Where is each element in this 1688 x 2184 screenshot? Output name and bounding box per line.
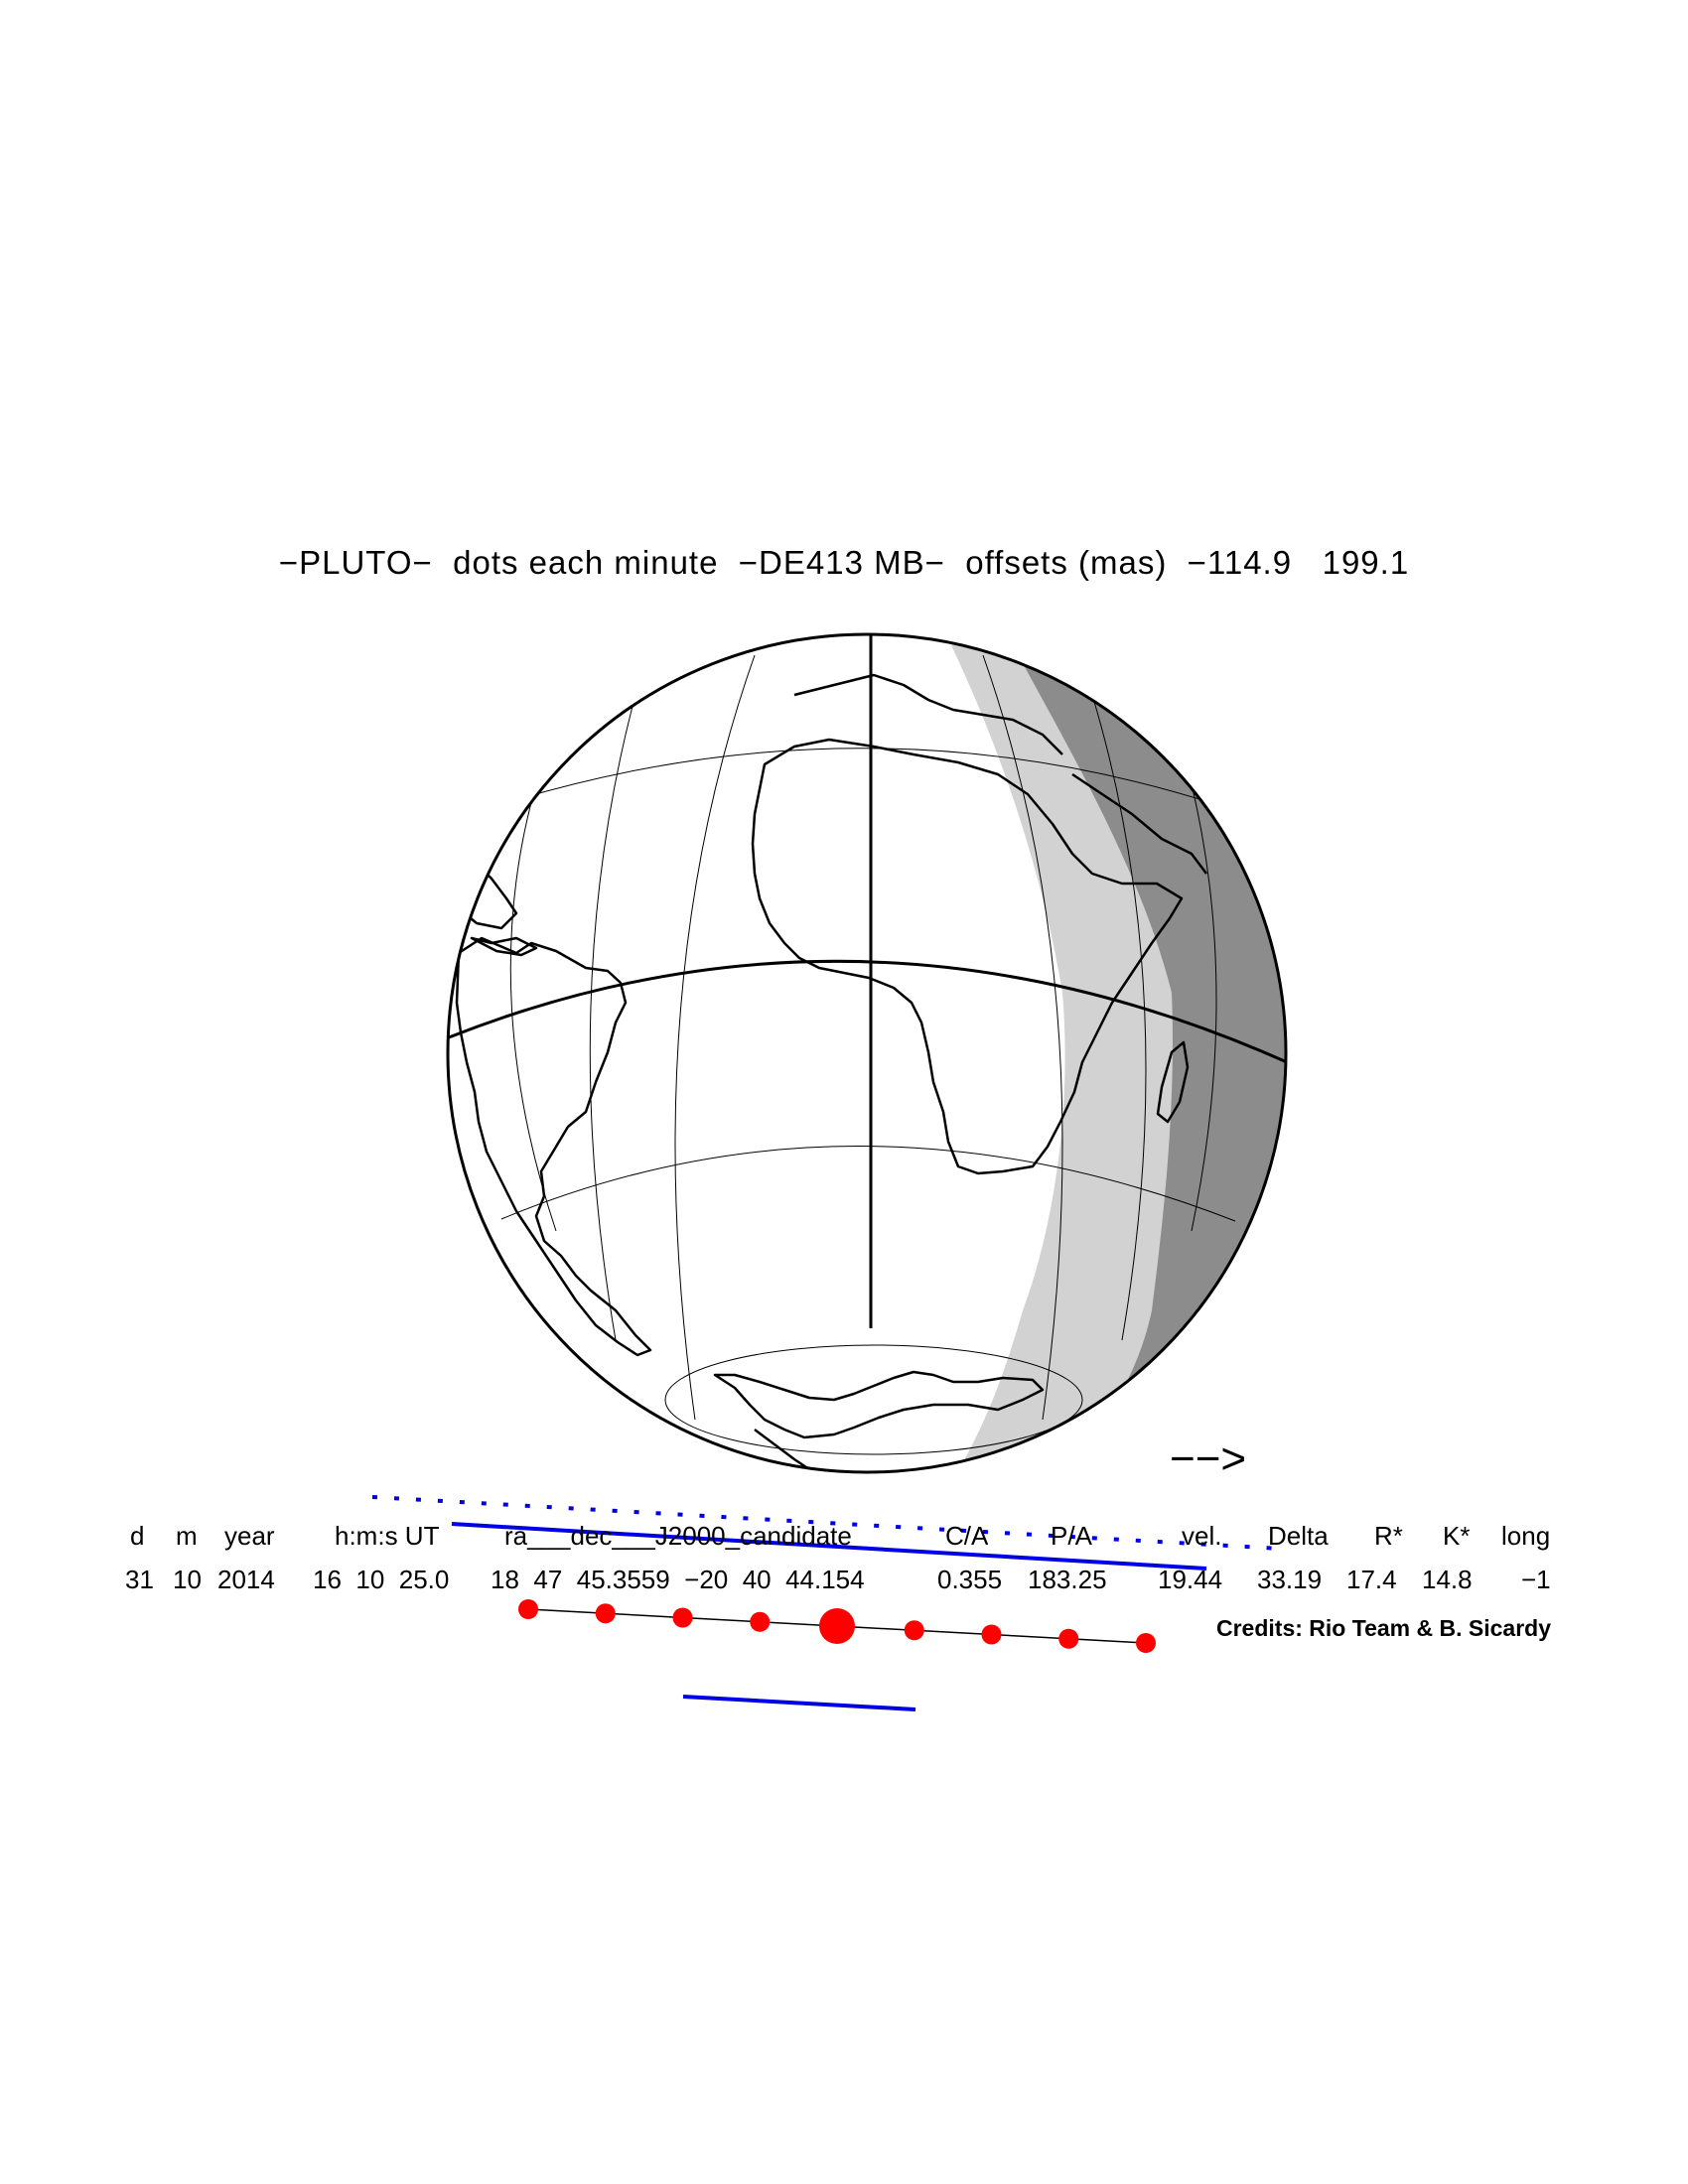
central-instant-dot bbox=[819, 1608, 855, 1644]
value-time: 16 10 25.0 bbox=[313, 1565, 450, 1594]
shadow-path bbox=[371, 1495, 1282, 1711]
direction-arrow: −−> bbox=[1170, 1434, 1246, 1483]
equator-line bbox=[448, 959, 1286, 1064]
header-k-mag: K* bbox=[1443, 1521, 1471, 1551]
header-longitude: long bbox=[1501, 1521, 1551, 1551]
central-line bbox=[451, 1522, 1207, 1570]
value-day: 31 bbox=[125, 1565, 154, 1594]
header-year: year bbox=[224, 1521, 275, 1551]
value-delta: 33.19 bbox=[1257, 1565, 1323, 1594]
header-day: d bbox=[130, 1521, 145, 1551]
value-year: 2014 bbox=[217, 1565, 275, 1594]
minute-dot bbox=[981, 1624, 1002, 1645]
value-position-angle: 183.25 bbox=[1028, 1565, 1107, 1594]
header-delta: Delta bbox=[1268, 1521, 1329, 1551]
value-month: 10 bbox=[173, 1565, 202, 1594]
value-k-mag: 14.8 bbox=[1422, 1565, 1473, 1594]
value-closest-approach: 0.355 bbox=[937, 1565, 1003, 1594]
minute-dot bbox=[750, 1611, 771, 1632]
minute-dot bbox=[518, 1599, 538, 1619]
header-coordinates: ra___dec___J2000_candidate bbox=[504, 1521, 852, 1551]
minute-dot bbox=[1058, 1628, 1079, 1649]
header-time: h:m:s UT bbox=[335, 1521, 440, 1551]
minute-dot bbox=[1136, 1633, 1156, 1653]
value-r-mag: 17.4 bbox=[1346, 1565, 1397, 1594]
credits: Credits: Rio Team & B. Sicardy bbox=[1216, 1615, 1551, 1641]
globe-rim bbox=[446, 632, 1288, 1474]
minute-dot bbox=[595, 1603, 616, 1624]
graticule bbox=[500, 654, 1236, 1455]
value-velocity: 19.44 bbox=[1158, 1565, 1223, 1594]
timing-dots bbox=[518, 1599, 1156, 1653]
value-longitude: −1 bbox=[1521, 1565, 1551, 1594]
antarctica-outline bbox=[713, 1370, 1045, 1439]
header-velocity: vel. bbox=[1182, 1521, 1222, 1551]
value-coordinates: 18 47 45.3559 −20 40 44.154 bbox=[491, 1565, 865, 1594]
south-america-outline bbox=[455, 936, 652, 1357]
header-closest-approach: C/A bbox=[945, 1521, 989, 1551]
header-position-angle: P/A bbox=[1051, 1521, 1092, 1551]
header-month: m bbox=[176, 1521, 198, 1551]
africa-outline bbox=[751, 738, 1184, 1175]
plot-title: −PLUTO− dots each minute −DE413 MB− offs… bbox=[278, 544, 1410, 581]
south-limit-line bbox=[682, 1695, 916, 1711]
minute-dot bbox=[672, 1607, 693, 1628]
header-r-mag: R* bbox=[1374, 1521, 1403, 1551]
minute-dot bbox=[904, 1620, 924, 1641]
